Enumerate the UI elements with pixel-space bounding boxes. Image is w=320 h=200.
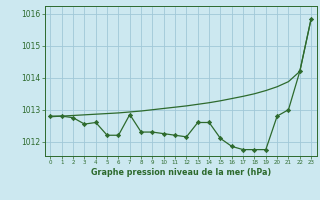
X-axis label: Graphe pression niveau de la mer (hPa): Graphe pression niveau de la mer (hPa) <box>91 168 271 177</box>
